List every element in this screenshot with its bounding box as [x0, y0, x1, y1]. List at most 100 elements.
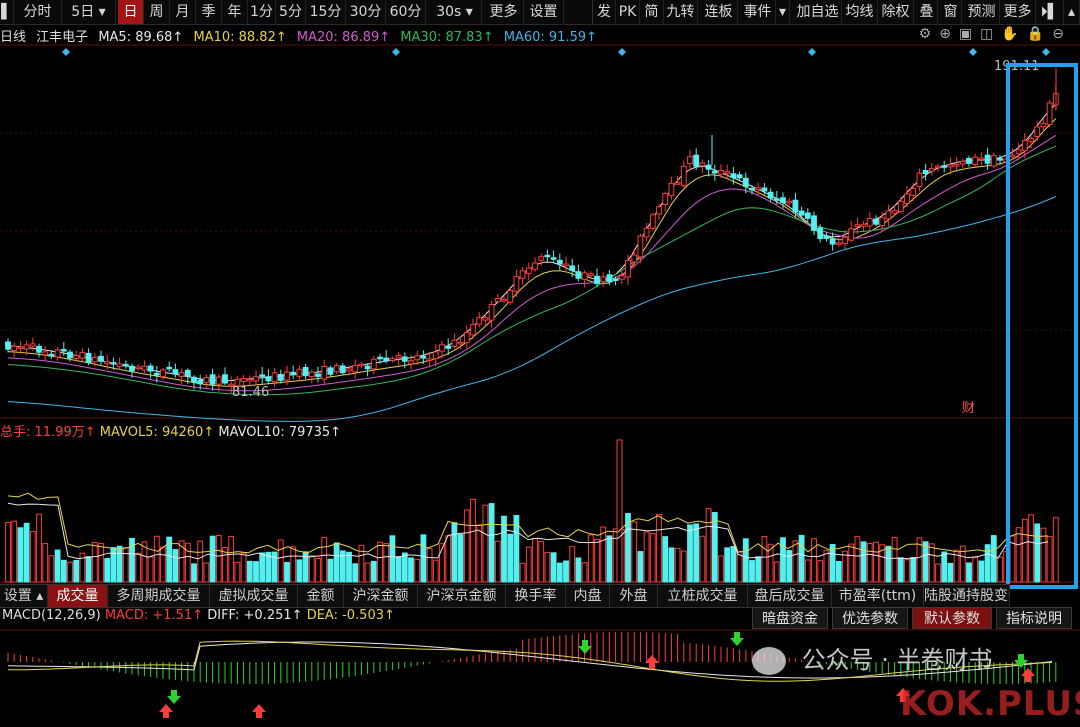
- stock-name[interactable]: 江丰电子: [36, 30, 89, 45]
- tab-sh-sz-bj-amount[interactable]: 沪深京金额: [418, 585, 506, 607]
- gift-icon[interactable]: ◫: [980, 26, 1002, 42]
- volume-bar: [203, 562, 210, 583]
- jiuzhuan-button[interactable]: 九转: [664, 0, 698, 24]
- volume-bar: [426, 548, 433, 583]
- tab-yearly[interactable]: 年: [222, 0, 248, 24]
- dark-pool-funds-button[interactable]: 暗盘资金: [752, 607, 828, 629]
- publish-button[interactable]: 发: [592, 0, 616, 24]
- lock-icon[interactable]: 🔒: [1026, 26, 1053, 42]
- volume-bar: [749, 560, 755, 583]
- pk-button[interactable]: PK: [616, 0, 640, 24]
- candle-body: [823, 235, 830, 239]
- default-params-button[interactable]: 默认参数: [912, 607, 992, 629]
- volume-bar: [333, 542, 340, 583]
- candle-body: [414, 355, 421, 361]
- tab-amount[interactable]: 金额: [298, 585, 344, 607]
- candle-body: [538, 256, 545, 261]
- ex-rights-button[interactable]: 除权: [878, 0, 914, 24]
- tab-5min[interactable]: 5分: [276, 0, 306, 24]
- sell-arrow-icon: [167, 690, 181, 704]
- dea-value: DEA: -0.503↑: [306, 608, 395, 623]
- tab-sh-sz-amount[interactable]: 沪深金额: [344, 585, 418, 607]
- tab-5day[interactable]: 5日 ▾: [62, 0, 116, 24]
- tab-60min[interactable]: 60分: [386, 0, 426, 24]
- ma-button[interactable]: 均线: [842, 0, 878, 24]
- forecast-button[interactable]: 预测: [964, 0, 1000, 24]
- add-watchlist-button[interactable]: 加自选: [794, 0, 842, 24]
- tab-30s[interactable]: 30s ▾: [428, 0, 482, 24]
- simple-button[interactable]: 简: [640, 0, 664, 24]
- ma30-value: MA30: 87.83↑: [400, 30, 494, 45]
- settings-button[interactable]: 设置: [524, 0, 564, 24]
- finance-marker[interactable]: 财: [962, 401, 975, 416]
- chevron-down-icon[interactable]: ▾: [776, 0, 790, 24]
- tab-weekly[interactable]: 周: [144, 0, 170, 24]
- volume-bar: [73, 559, 80, 583]
- more-button[interactable]: 更多: [484, 0, 524, 24]
- tab-outer-volume[interactable]: 外盘: [610, 585, 658, 607]
- volume-bar: [172, 549, 179, 583]
- tab-inner-volume[interactable]: 内盘: [566, 585, 610, 607]
- volume-bar: [296, 559, 303, 583]
- volume-bar: [978, 560, 985, 583]
- candle-body: [978, 157, 985, 161]
- candle-body: [73, 355, 80, 359]
- volume-bar: [79, 552, 86, 583]
- volume-bar: [476, 524, 483, 583]
- volume-bar: [321, 536, 328, 583]
- event-diamond-icon: [1042, 48, 1050, 56]
- volume-bar: [383, 543, 390, 583]
- briefcase-icon[interactable]: ▣: [958, 26, 981, 42]
- candle-body: [897, 200, 904, 212]
- tab-15min[interactable]: 15分: [306, 0, 346, 24]
- candle-body: [749, 188, 755, 191]
- indicator-help-button[interactable]: 指标说明: [996, 607, 1072, 629]
- tab-hk-connect-holdings[interactable]: 陆股通持股变化: [924, 585, 1010, 607]
- candle-body: [835, 242, 842, 245]
- volume-bar: [544, 551, 551, 583]
- minus-icon[interactable]: ⊖: [1052, 26, 1072, 42]
- volume-bar: [680, 550, 687, 583]
- volume-bar: [786, 549, 793, 583]
- volume-bar: [501, 515, 507, 583]
- lianban-button[interactable]: 连板: [700, 0, 738, 24]
- candle-body: [587, 273, 594, 277]
- more-right-button[interactable]: 更多: [1000, 0, 1036, 24]
- tab-after-hours-volume[interactable]: 盘后成交量: [748, 585, 832, 607]
- settings-icon[interactable]: ⚙: [918, 26, 940, 42]
- tab-monthly[interactable]: 月: [170, 0, 196, 24]
- volume-bar: [693, 523, 700, 583]
- tab-quarterly[interactable]: 季: [196, 0, 222, 24]
- overlay-button[interactable]: 叠: [916, 0, 938, 24]
- macd-title[interactable]: MACD(12,26,9): [2, 608, 101, 623]
- tab-virtual-volume[interactable]: 虚拟成交量: [210, 585, 298, 607]
- expand-icon[interactable]: ⏵▌: [1036, 0, 1064, 24]
- candle-body: [42, 351, 49, 356]
- tab-multi-period-volume[interactable]: 多周期成交量: [108, 585, 210, 607]
- candle-body: [339, 365, 346, 374]
- tab-pile-volume[interactable]: 立桩成交量: [658, 585, 748, 607]
- window-button[interactable]: 窗: [940, 0, 962, 24]
- tab-30min[interactable]: 30分: [346, 0, 386, 24]
- tab-indicator-settings[interactable]: 设置 ▴: [0, 585, 48, 607]
- tab-volume[interactable]: 成交量: [48, 585, 108, 607]
- candle-body: [705, 164, 712, 170]
- tab-daily[interactable]: 日: [118, 0, 144, 24]
- candle-body: [358, 363, 365, 367]
- volume-bar: [36, 513, 42, 583]
- hand-icon[interactable]: ✋: [1001, 26, 1027, 42]
- volume-bar: [352, 563, 359, 583]
- volume-bar: [631, 521, 638, 583]
- candle-body: [191, 376, 197, 383]
- events-button[interactable]: 事件: [740, 0, 776, 24]
- tab-pe-ttm[interactable]: 市盈率(ttm): [832, 585, 924, 607]
- tab-1min[interactable]: 1分: [248, 0, 276, 24]
- candle-body: [91, 356, 98, 363]
- collapse-icon[interactable]: ▌: [0, 0, 14, 24]
- tab-intraday[interactable]: 分时: [14, 0, 62, 24]
- candle-body: [166, 366, 173, 370]
- tab-turnover[interactable]: 换手率: [506, 585, 566, 607]
- optimal-params-button[interactable]: 优选参数: [832, 607, 908, 629]
- crosshair-icon[interactable]: ⊕: [939, 26, 959, 42]
